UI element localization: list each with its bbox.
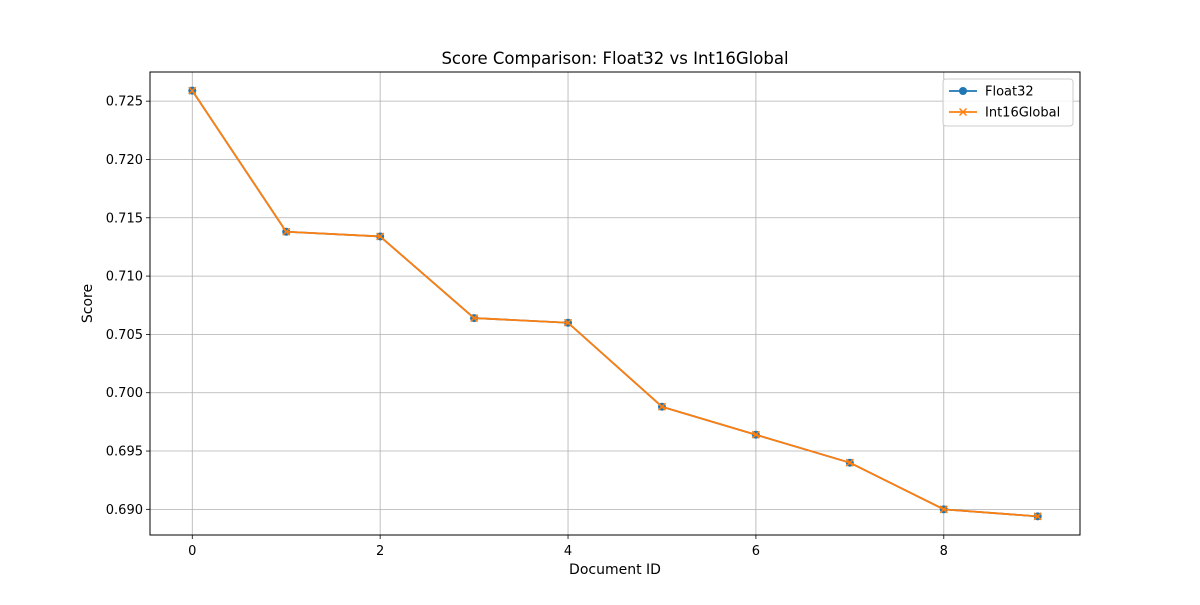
y-tick-label: 0.725 <box>106 95 143 110</box>
data-point-int16global <box>845 458 854 467</box>
series-int16global <box>188 86 1042 521</box>
data-point-int16global <box>376 232 385 241</box>
legend-marker-int16global <box>958 107 968 117</box>
y-axis-label: Score <box>80 284 96 323</box>
data-point-int16global <box>188 86 197 95</box>
series-line-float32 <box>191 90 1038 518</box>
y-tick-label: 0.690 <box>106 503 143 518</box>
x-axis-label: Document ID <box>569 562 661 578</box>
data-point-int16global <box>1033 512 1042 521</box>
x-tick-label: 4 <box>564 544 572 559</box>
y-tick-label: 0.715 <box>106 211 143 226</box>
data-point-int16global <box>282 227 291 236</box>
plot-frame <box>149 71 1081 536</box>
axis-ticks: 0 2 4 6 8 0.690 0.695 0.700 0.705 0.710 0.715 0.720… <box>106 95 948 559</box>
y-tick-label: 0.705 <box>106 328 143 343</box>
x-tick-label: 2 <box>376 544 384 559</box>
y-tick-label: 0.720 <box>106 153 143 168</box>
legend-label-int16global: Int16Global <box>985 106 1060 121</box>
series-line-int16global <box>191 90 1038 518</box>
y-tick-label: 0.700 <box>106 386 143 401</box>
chart-title: Score Comparison: Float32 vs Int16Global <box>441 49 788 68</box>
data-point-int16global <box>939 505 948 514</box>
data-point-int16global <box>563 318 573 327</box>
grid-lines <box>150 72 1080 535</box>
series-float32 <box>188 86 1042 521</box>
data-point-int16global <box>657 402 667 411</box>
y-tick-label: 0.695 <box>106 445 143 460</box>
legend-marker-float32 <box>959 87 967 95</box>
legend: Float32 Int16Global <box>942 78 1074 127</box>
legend-label-float32: Float32 <box>985 85 1034 100</box>
data-point-int16global <box>470 314 479 323</box>
x-tick-label: 8 <box>940 544 948 559</box>
x-tick-label: 0 <box>188 544 196 559</box>
data-series <box>188 86 1042 521</box>
data-point-int16global <box>751 430 760 439</box>
y-tick-label: 0.710 <box>106 270 143 285</box>
x-tick-label: 6 <box>752 544 760 559</box>
